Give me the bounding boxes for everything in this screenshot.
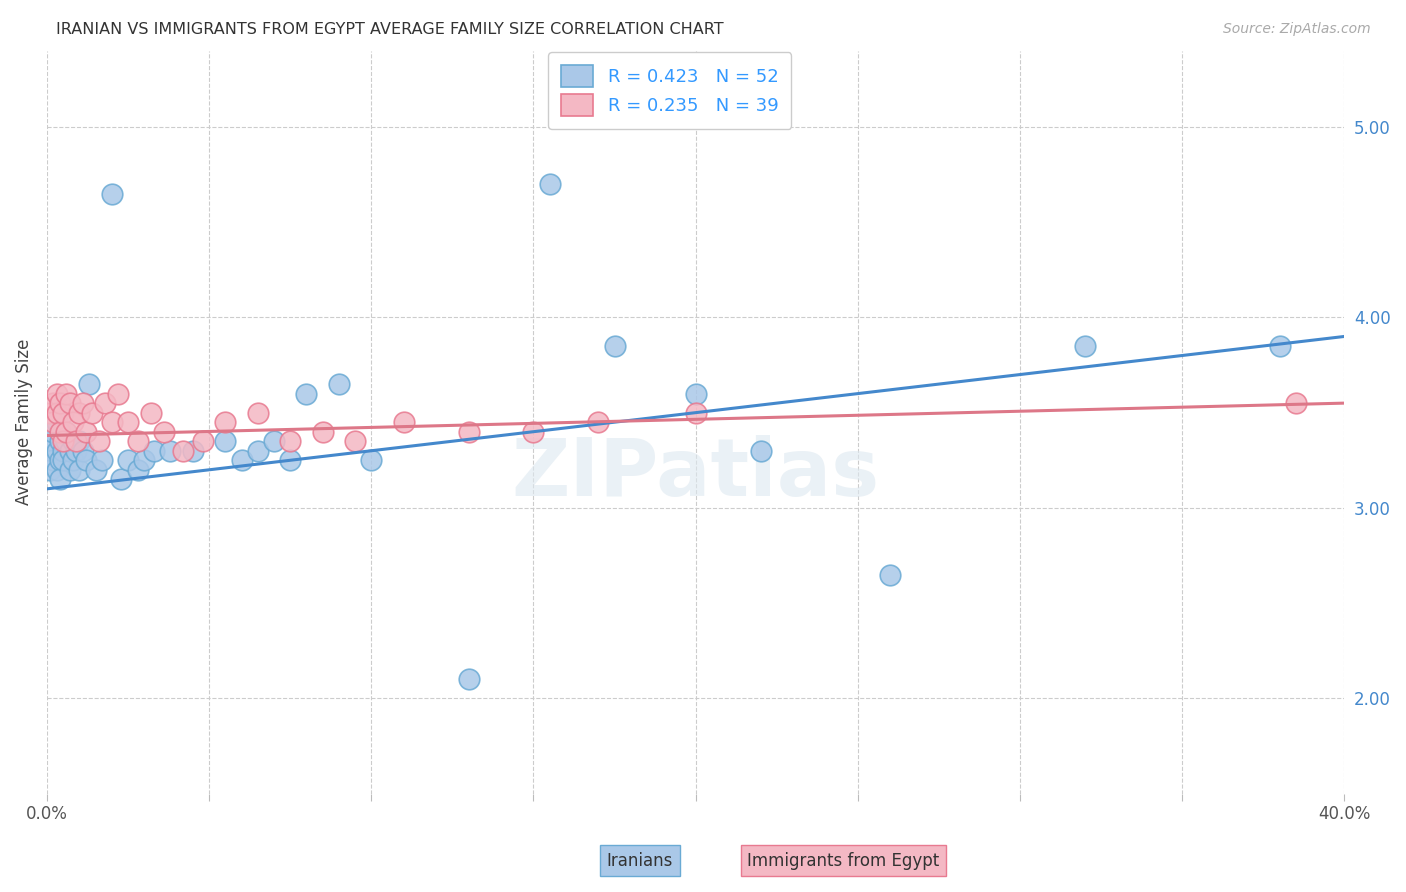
Point (117, 453, 139, 467)
Point (49, 472, 72, 486)
Point (84, 463, 107, 477)
Point (278, 453, 301, 467)
Point (127, 463, 149, 477)
Point (62, 453, 84, 467)
Point (65, 443, 87, 458)
Y-axis label: Average Family Size: Average Family Size (15, 339, 32, 506)
Point (139, 406, 162, 420)
Point (344, 434, 367, 449)
Point (457, 673, 479, 687)
Point (58, 396, 80, 410)
Point (457, 425, 479, 439)
Legend: R = 0.423   N = 52, R = 0.235   N = 39: R = 0.423 N = 52, R = 0.235 N = 39 (548, 53, 792, 128)
Point (52, 453, 75, 467)
Point (42, 415, 65, 429)
Point (231, 453, 253, 467)
Point (49, 396, 72, 410)
Point (55, 425, 77, 439)
Point (879, 567, 901, 582)
Point (214, 434, 236, 449)
Point (685, 386, 707, 401)
Point (82, 406, 104, 420)
Point (392, 415, 415, 429)
Text: IRANIAN VS IMMIGRANTS FROM EGYPT AVERAGE FAMILY SIZE CORRELATION CHART: IRANIAN VS IMMIGRANTS FROM EGYPT AVERAGE… (56, 22, 724, 37)
Point (62, 434, 84, 449)
Point (72, 396, 94, 410)
Point (522, 425, 544, 439)
Point (62, 415, 84, 429)
Point (49, 434, 72, 449)
Point (45, 463, 67, 477)
Point (246, 406, 269, 420)
Point (100, 415, 122, 429)
Point (181, 443, 204, 458)
Point (52, 443, 75, 458)
Point (52, 406, 75, 420)
Point (311, 425, 333, 439)
Point (67, 406, 90, 420)
Point (65, 434, 87, 449)
Point (77, 377, 100, 392)
Point (42, 453, 65, 467)
Point (39, 443, 62, 458)
Point (685, 406, 707, 420)
Point (603, 339, 626, 353)
Point (749, 443, 772, 458)
Point (91, 453, 114, 467)
Point (127, 434, 149, 449)
Text: Immigrants from Egypt: Immigrants from Egypt (748, 852, 939, 870)
Point (142, 443, 165, 458)
Point (246, 443, 269, 458)
Point (1074, 339, 1097, 353)
Point (45, 406, 67, 420)
Text: Source: ZipAtlas.com: Source: ZipAtlas.com (1223, 22, 1371, 37)
Point (45, 443, 67, 458)
Point (100, 186, 122, 201)
Point (75, 425, 97, 439)
Point (152, 425, 174, 439)
Point (42, 434, 65, 449)
Point (55, 386, 77, 401)
Point (117, 415, 139, 429)
Point (588, 415, 610, 429)
Point (49, 453, 72, 467)
Point (72, 443, 94, 458)
Point (67, 434, 90, 449)
Point (52, 425, 75, 439)
Point (134, 453, 156, 467)
Point (39, 406, 62, 420)
Point (360, 453, 382, 467)
Point (191, 434, 214, 449)
Point (159, 443, 181, 458)
Point (328, 377, 350, 392)
Point (172, 443, 194, 458)
Point (55, 425, 77, 439)
Point (110, 472, 132, 486)
Point (58, 443, 80, 458)
Point (1268, 339, 1291, 353)
Point (42, 425, 65, 439)
Point (55, 434, 77, 449)
Point (49, 425, 72, 439)
Point (39, 463, 62, 477)
Point (75, 453, 97, 467)
Point (45, 415, 67, 429)
Text: ZIPatlas: ZIPatlas (512, 435, 880, 513)
Point (295, 386, 318, 401)
Point (42, 396, 65, 410)
Point (107, 386, 129, 401)
Point (538, 177, 561, 191)
Point (45, 386, 67, 401)
Point (214, 415, 236, 429)
Point (87, 434, 110, 449)
Point (94, 396, 117, 410)
Point (67, 463, 90, 477)
Point (58, 463, 80, 477)
Point (263, 434, 285, 449)
Point (1285, 396, 1308, 410)
Point (278, 434, 301, 449)
Point (52, 434, 75, 449)
Text: Iranians: Iranians (606, 852, 673, 870)
